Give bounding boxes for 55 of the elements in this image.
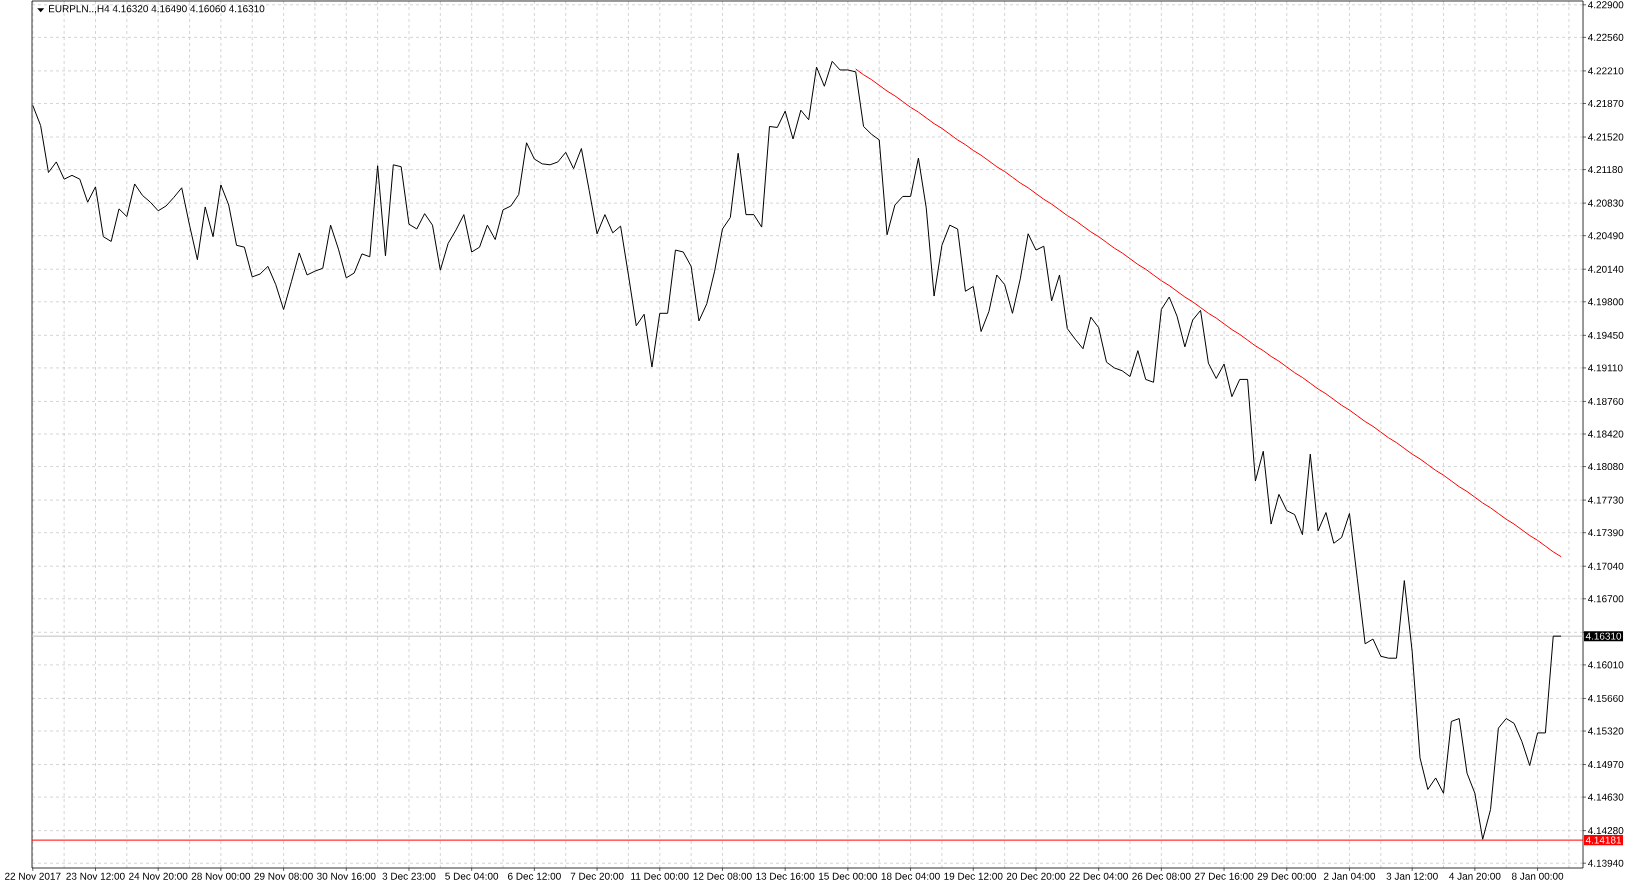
x-tick-label: 18 Dec 04:00	[881, 872, 940, 880]
y-tick-label: 4.19800	[1587, 298, 1624, 306]
x-tick-label: 22 Nov 2017	[5, 872, 61, 880]
y-tick-label: 4.15320	[1587, 727, 1624, 735]
y-tick-label: 4.17730	[1587, 496, 1624, 504]
x-tick-label: 22 Dec 04:00	[1069, 872, 1128, 880]
ref-line-label: 4.16310	[1585, 632, 1622, 640]
y-tick-label: 4.19110	[1587, 364, 1623, 372]
x-tick-label: 28 Nov 00:00	[191, 872, 251, 880]
y-tick-label: 4.18760	[1587, 397, 1624, 405]
x-tick-label: 8 Jan 00:00	[1511, 872, 1564, 880]
x-tick-label: 23 Nov 12:00	[66, 872, 125, 880]
y-tick-label: 4.21520	[1587, 133, 1624, 141]
x-tick-label: 3 Dec 23:00	[382, 872, 436, 880]
x-tick-label: 30 Nov 16:00	[317, 872, 376, 880]
x-tick-label: 20 Dec 20:00	[1006, 872, 1066, 880]
x-tick-label: 29 Nov 08:00	[254, 872, 313, 880]
x-tick-label: 2 Jan 04:00	[1323, 872, 1376, 880]
y-tick-label: 4.19450	[1587, 331, 1624, 339]
x-tick-label: 19 Dec 12:00	[944, 872, 1003, 880]
chart-title: EURPLN..,H4 4.16320 4.16490 4.16060 4.16310	[49, 5, 265, 14]
ref-line-label: 4.14181	[1585, 836, 1622, 844]
y-tick-label: 4.21180	[1587, 166, 1623, 174]
x-tick-label: 4 Jan 20:00	[1449, 872, 1501, 880]
y-tick-label: 4.20490	[1587, 232, 1624, 240]
x-tick-label: 6 Dec 12:00	[508, 872, 561, 880]
y-tick-label: 4.22900	[1587, 1, 1624, 9]
y-tick-label: 4.14970	[1587, 761, 1624, 769]
y-tick-label: 4.20830	[1587, 199, 1624, 207]
y-tick-label: 4.15660	[1587, 694, 1624, 702]
y-tick-label: 4.22210	[1587, 67, 1624, 75]
y-tick-label: 4.16010	[1587, 661, 1624, 669]
x-tick-label: 11 Dec 00:00	[631, 872, 689, 880]
y-tick-label: 4.20140	[1587, 265, 1624, 273]
x-tick-label: 26 Dec 08:00	[1132, 872, 1191, 880]
x-tick-label: 13 Dec 16:00	[756, 872, 815, 880]
y-tick-label: 4.21870	[1587, 99, 1624, 108]
y-tick-label: 4.16700	[1587, 595, 1624, 603]
x-tick-label: 12 Dec 08:00	[693, 872, 752, 880]
x-tick-label: 24 Nov 20:00	[129, 872, 188, 880]
y-tick-label: 4.17390	[1587, 529, 1624, 537]
y-tick-label: 4.17040	[1587, 562, 1624, 570]
y-tick-label: 4.13940	[1587, 859, 1624, 867]
x-tick-label: 15 Dec 00:00	[819, 872, 878, 880]
line-series	[855, 68, 1562, 558]
x-tick-label: 29 Dec 00:00	[1257, 872, 1316, 880]
x-tick-label: 27 Dec 16:00	[1194, 872, 1254, 880]
y-tick-label: 4.14280	[1587, 827, 1624, 835]
x-tick-label: 7 Dec 20:00	[570, 872, 624, 880]
y-tick-label: 4.18080	[1587, 463, 1624, 471]
x-tick-label: 5 Dec 04:00	[445, 872, 499, 880]
y-tick-label: 4.18420	[1587, 430, 1624, 438]
x-tick-label: 3 Jan 12:00	[1386, 872, 1438, 880]
y-tick-label: 4.14630	[1587, 793, 1624, 801]
y-tick-label: 4.22560	[1587, 33, 1624, 41]
